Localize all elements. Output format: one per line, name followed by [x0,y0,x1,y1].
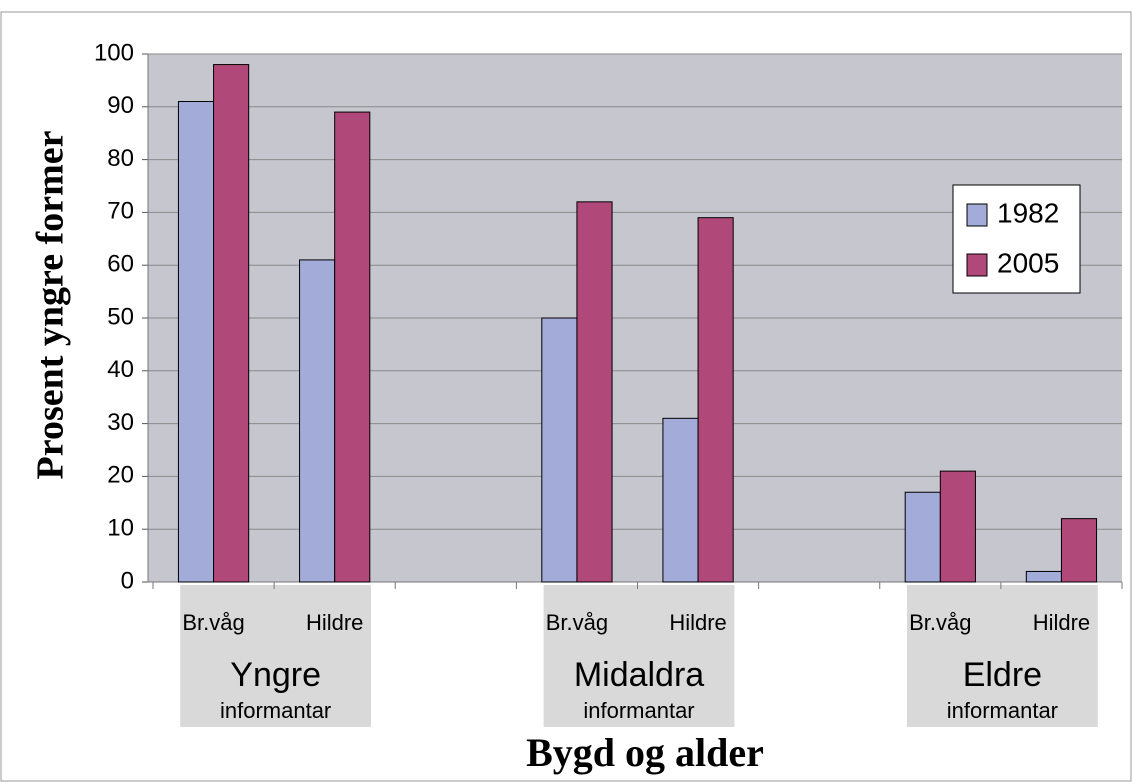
y-tick-label: 30 [107,409,134,436]
bar [334,111,371,583]
x-tick-label: Br.våg [546,610,608,635]
x-tick-label: Hildre [306,610,363,635]
group-label: Midaldra [574,656,704,694]
group-box [907,585,1098,727]
bar [939,470,976,583]
group-sublabel: informantar [947,698,1058,723]
bar [299,259,336,583]
y-tick-label: 10 [107,515,134,542]
legend-label: 2005 [997,247,1059,278]
bar [904,491,941,583]
bar [576,201,613,583]
group-label: Eldre [963,656,1042,694]
x-tick-label: Hildre [669,610,726,635]
bar [1025,570,1062,583]
group-label: Yngre [230,656,321,694]
x-tick-label: Br.våg [909,610,971,635]
y-tick-label: 90 [107,92,134,119]
x-tick-label: Br.våg [182,610,244,635]
group-sublabel: informantar [220,698,331,723]
y-tick-label: 20 [107,462,134,489]
bar [213,64,250,583]
legend-swatch [966,253,988,277]
y-tick-label: 80 [107,145,134,172]
bar [1060,518,1098,583]
legend-label: 1982 [997,197,1059,228]
bar [697,217,734,583]
y-tick-label: 60 [107,251,134,278]
group-sublabel: informantar [583,698,694,723]
y-tick-label: 70 [107,198,134,225]
group-box [180,585,372,727]
y-axis-title: Prosent yngre former [30,130,72,479]
x-tick-label: Hildre [1033,610,1090,635]
y-tick-label: 50 [107,303,134,330]
x-axis-title: Bygd og alder [526,730,764,775]
y-tick-label: 40 [107,356,134,383]
bar [541,317,578,583]
legend-swatch [966,203,988,227]
group-box [543,585,735,727]
y-tick-label: 0 [121,567,134,594]
y-tick-label: 100 [94,39,134,66]
bar [662,417,699,583]
bar [177,101,215,583]
